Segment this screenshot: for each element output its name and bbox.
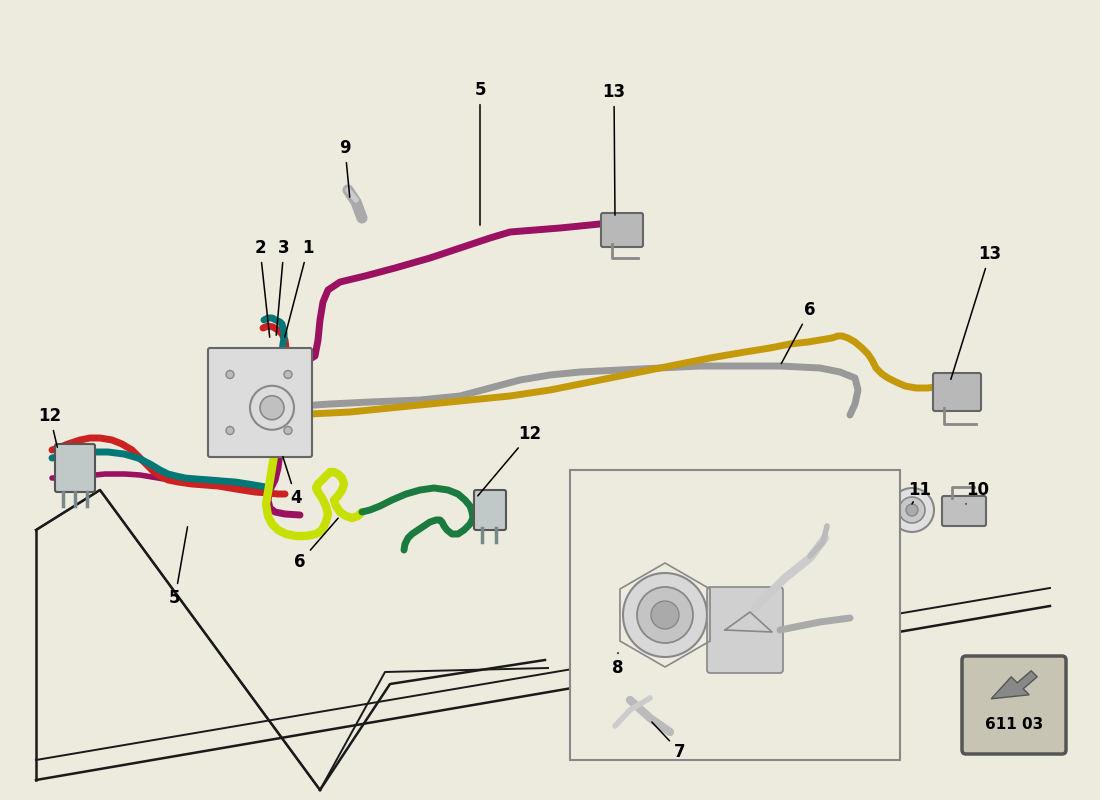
Circle shape (250, 386, 294, 430)
Circle shape (651, 601, 679, 629)
Text: 8: 8 (613, 653, 624, 677)
Text: 2: 2 (254, 239, 270, 338)
Text: 13: 13 (603, 83, 626, 215)
Text: 611 03: 611 03 (984, 718, 1043, 732)
FancyBboxPatch shape (208, 348, 312, 457)
Text: 4: 4 (283, 457, 301, 507)
Circle shape (899, 497, 925, 523)
Bar (570, 470, 900, 760)
Circle shape (226, 426, 234, 434)
Text: 11: 11 (909, 481, 932, 504)
FancyBboxPatch shape (933, 373, 981, 411)
FancyBboxPatch shape (942, 496, 986, 526)
Polygon shape (991, 670, 1037, 699)
Text: 6: 6 (781, 301, 816, 363)
Circle shape (260, 396, 284, 420)
Text: 1: 1 (285, 239, 314, 338)
Text: 7: 7 (652, 722, 685, 761)
FancyBboxPatch shape (707, 587, 783, 673)
Circle shape (226, 370, 234, 378)
Circle shape (623, 573, 707, 657)
Text: 10: 10 (966, 481, 990, 504)
FancyBboxPatch shape (474, 490, 506, 530)
Text: 12: 12 (477, 425, 541, 496)
FancyBboxPatch shape (55, 444, 95, 492)
Circle shape (890, 488, 934, 532)
Circle shape (284, 370, 292, 378)
FancyBboxPatch shape (601, 213, 643, 247)
FancyBboxPatch shape (962, 656, 1066, 754)
Circle shape (284, 426, 292, 434)
Circle shape (906, 504, 918, 516)
Circle shape (637, 587, 693, 643)
Text: 6: 6 (295, 518, 338, 571)
Text: 9: 9 (339, 139, 351, 198)
Text: 5: 5 (474, 81, 486, 226)
Text: 3: 3 (276, 239, 289, 335)
Text: 12: 12 (39, 407, 62, 447)
Text: 13: 13 (950, 245, 1002, 379)
Text: 5: 5 (169, 526, 187, 607)
